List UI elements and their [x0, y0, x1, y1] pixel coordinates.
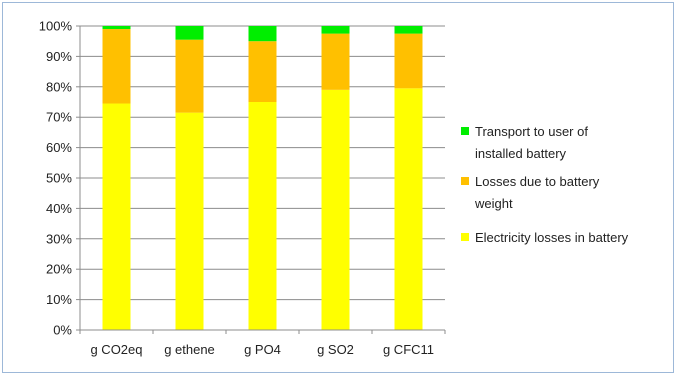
y-tick-label: 70%	[46, 110, 72, 125]
x-tick-label: g CO2eq	[90, 342, 142, 357]
bar-segment	[248, 41, 277, 102]
bars	[102, 26, 423, 331]
bar-segment	[248, 102, 277, 330]
y-tick-label: 20%	[46, 262, 72, 277]
y-tick-label: 30%	[46, 231, 72, 246]
bar-segment	[394, 33, 423, 89]
y-tick-label: 50%	[46, 171, 72, 186]
y-tick-label: 90%	[46, 49, 72, 64]
bar-segment	[321, 26, 350, 34]
y-tick-label: 80%	[46, 79, 72, 94]
bar-segment	[321, 33, 350, 90]
y-tick-label: 0%	[53, 323, 72, 338]
x-tick-label: g SO2	[317, 342, 354, 357]
bar-segment	[175, 39, 204, 113]
chart-frame: 0% 10% 20% 30% 40% 50% 60% 70% 80% 90% 100% g CO2e…	[2, 2, 674, 373]
x-tick-labels: g CO2eq g ethene g PO4 g SO2 g CFC11	[90, 342, 434, 357]
legend-swatch	[461, 127, 469, 135]
bar-segment	[321, 89, 350, 330]
y-tick-label: 100%	[39, 19, 73, 34]
y-tick-label: 40%	[46, 201, 72, 216]
legend: Transport to user of installed battery Los…	[461, 124, 629, 245]
bar-segment	[102, 29, 131, 104]
y-tick-label: 10%	[46, 292, 72, 307]
y-tick-labels: 0% 10% 20% 30% 40% 50% 60% 70% 80% 90% 100%	[39, 19, 73, 338]
bar-segment	[102, 103, 131, 331]
legend-label: Losses due to battery	[475, 174, 600, 189]
legend-label: Electricity losses in battery	[475, 230, 629, 245]
bar-segment	[102, 26, 131, 30]
bar-segment	[175, 112, 204, 330]
x-tick-label: g ethene	[164, 342, 215, 357]
bar-segment	[248, 26, 277, 42]
bar-segment	[394, 88, 423, 330]
y-tick-label: 60%	[46, 140, 72, 155]
legend-swatch	[461, 177, 469, 185]
legend-swatch	[461, 233, 469, 241]
bar-segment	[394, 26, 423, 34]
x-tick-label: g CFC11	[383, 342, 434, 357]
x-tick-label: g PO4	[244, 342, 281, 357]
legend-label: weight	[474, 196, 513, 211]
axes	[76, 25, 446, 334]
legend-label: Transport to user of	[475, 124, 588, 139]
stacked-bar-chart: 0% 10% 20% 30% 40% 50% 60% 70% 80% 90% 100% g CO2e…	[39, 19, 629, 358]
legend-label: installed battery	[475, 146, 567, 161]
bar-segment	[175, 26, 204, 40]
